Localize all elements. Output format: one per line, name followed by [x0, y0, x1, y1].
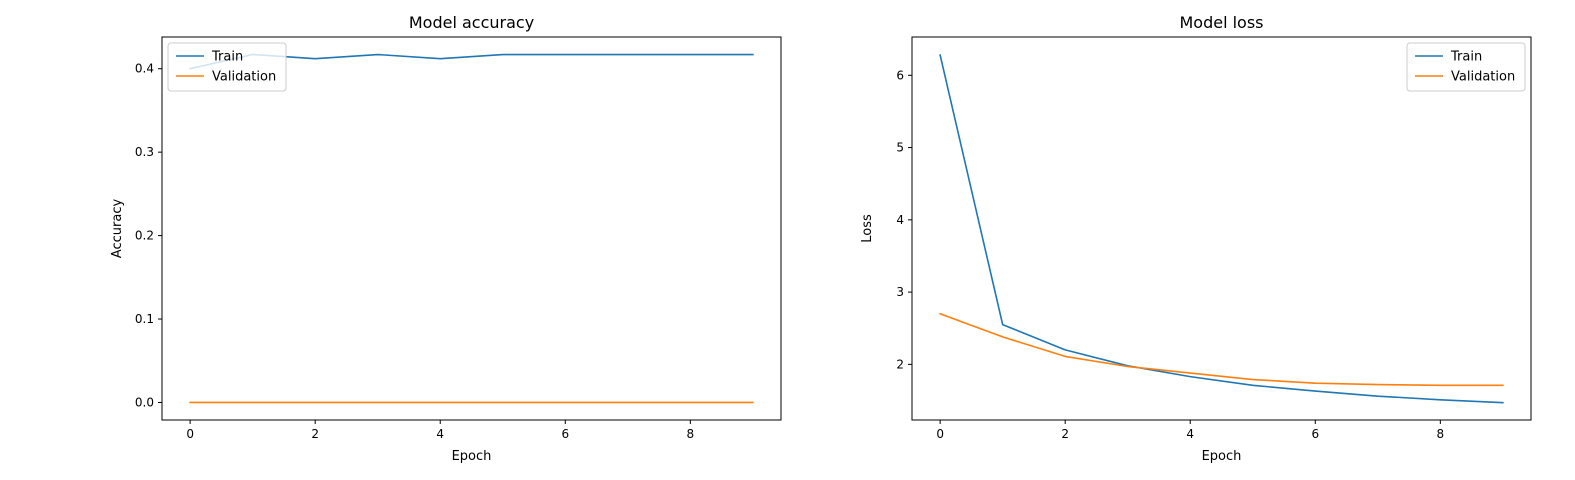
y-tick-label: 0.0 [135, 395, 154, 409]
y-tick-label: 5 [896, 141, 904, 155]
x-tick-label: 8 [1437, 427, 1445, 441]
x-tick-label: 6 [561, 427, 569, 441]
legend: Train Validation [1406, 42, 1526, 92]
x-axis-label: Epoch [452, 449, 492, 464]
chart-1: Model accuracy Epoch Accuracy 0 2 4 6 8 0.0 0.1 0.… [110, 13, 782, 464]
chart-title: Model accuracy [409, 13, 534, 32]
legend-label: Train [1450, 50, 1482, 65]
y-tick-label: 3 [896, 285, 904, 299]
x-tick-label: 2 [1061, 427, 1069, 441]
y-axis-label: Loss [860, 214, 875, 243]
legend-label: Validation [212, 70, 276, 85]
legend-box [1406, 42, 1526, 92]
legend-box [167, 42, 287, 92]
y-tick-label: 2 [896, 357, 904, 371]
x-tick-label: 2 [311, 427, 319, 441]
x-tick-label: 4 [1186, 427, 1194, 441]
x-tick-label: 6 [1311, 427, 1319, 441]
x-tick-label: 4 [436, 427, 444, 441]
x-tick-label: 0 [936, 427, 944, 441]
chart-title: Model loss [1179, 13, 1263, 32]
x-tick-label: 8 [687, 427, 695, 441]
y-tick-label: 6 [896, 68, 904, 82]
legend-label: Validation [1451, 70, 1515, 85]
legend-label: Train [211, 50, 243, 65]
y-tick-label: 0.1 [135, 312, 154, 326]
y-axis-label: Accuracy [110, 199, 125, 259]
y-tick-label: 0.4 [135, 62, 154, 76]
axes-frame [161, 36, 782, 421]
chart-2: Model loss Epoch Loss 0 2 4 6 8 2 3 4 5 6 Train Valida… [860, 13, 1532, 464]
y-tick-label: 4 [896, 213, 904, 227]
axes-frame [911, 36, 1532, 421]
legend: Train Validation [167, 42, 287, 92]
y-tick-label: 0.2 [135, 229, 154, 243]
x-axis-label: Epoch [1202, 449, 1242, 464]
series-line-train [939, 54, 1504, 404]
series-line-validation [939, 312, 1504, 387]
x-tick-label: 0 [186, 427, 194, 441]
y-tick-label: 0.3 [135, 145, 154, 159]
